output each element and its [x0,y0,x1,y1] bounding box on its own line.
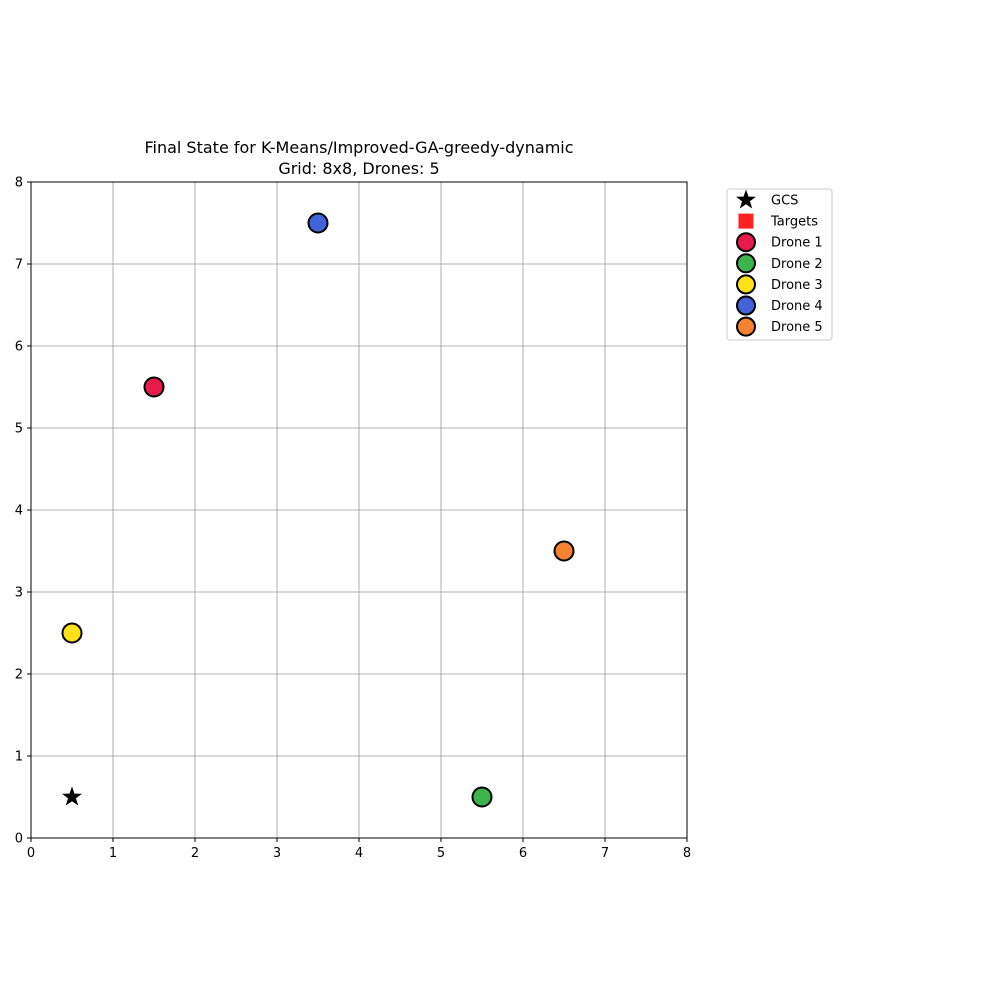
axis-ticks: 0 1 2 3 4 5 6 7 8 0 1 2 3 4 5 6 7 8 [15,176,691,862]
x-tick-label-4: 4 [355,846,363,861]
y-tick-label-4: 4 [15,504,23,519]
legend-drone-1-icon [736,232,756,253]
legend-targets-label: Targets [770,215,818,230]
y-tick-label-5: 5 [15,422,23,437]
y-tick-label-8: 8 [15,176,23,191]
x-tick-label-3: 3 [273,846,281,861]
legend-drone-5-icon [736,316,756,337]
legend-gcs-icon [736,189,756,209]
legend-drone-2-icon [736,253,756,274]
x-tick-label-2: 2 [191,846,199,861]
gcs-star-marker [62,786,82,806]
legend-drone-4-icon [736,295,756,316]
legend-drone-3-label: Drone 3 [771,278,823,293]
plot-frame [30,181,688,839]
x-tick-label-6: 6 [519,846,527,861]
x-tick-label-0: 0 [27,846,35,861]
drone-2-marker [471,786,493,808]
y-tick-label-7: 7 [15,258,23,273]
x-tick-label-8: 8 [683,846,691,861]
legend-drone-4-label: Drone 4 [771,299,823,314]
legend-drone-1-label: Drone 1 [771,236,823,251]
drone-4-marker [307,212,329,234]
x-tick-label-7: 7 [601,846,609,861]
legend-gcs-label: GCS [771,194,798,209]
x-tick-label-1: 1 [109,846,117,861]
legend-drone-3-icon [736,274,756,295]
chart-title-line-2: Grid: 8x8, Drones: 5 [278,159,439,178]
y-tick-label-2: 2 [15,668,23,683]
legend-drone-5-label: Drone 5 [771,320,823,335]
legend-drone-2-label: Drone 2 [771,257,823,272]
x-tick-label-5: 5 [437,846,445,861]
y-tick-label-3: 3 [15,586,23,601]
drone-5-marker [553,540,575,562]
plot-markers [61,212,575,808]
legend-targets-icon [738,213,754,229]
legend: GCS Targets Drone 1 Drone 2 Drone 3 Drone 4 Dr… [726,188,833,341]
y-tick-label-0: 0 [15,832,23,847]
y-tick-label-1: 1 [15,750,23,765]
y-tick-label-6: 6 [15,340,23,355]
drone-3-marker [61,622,83,644]
chart-title-line-1: Final State for K-Means/Improved-GA-gree… [144,138,573,157]
drone-1-marker [143,376,165,398]
